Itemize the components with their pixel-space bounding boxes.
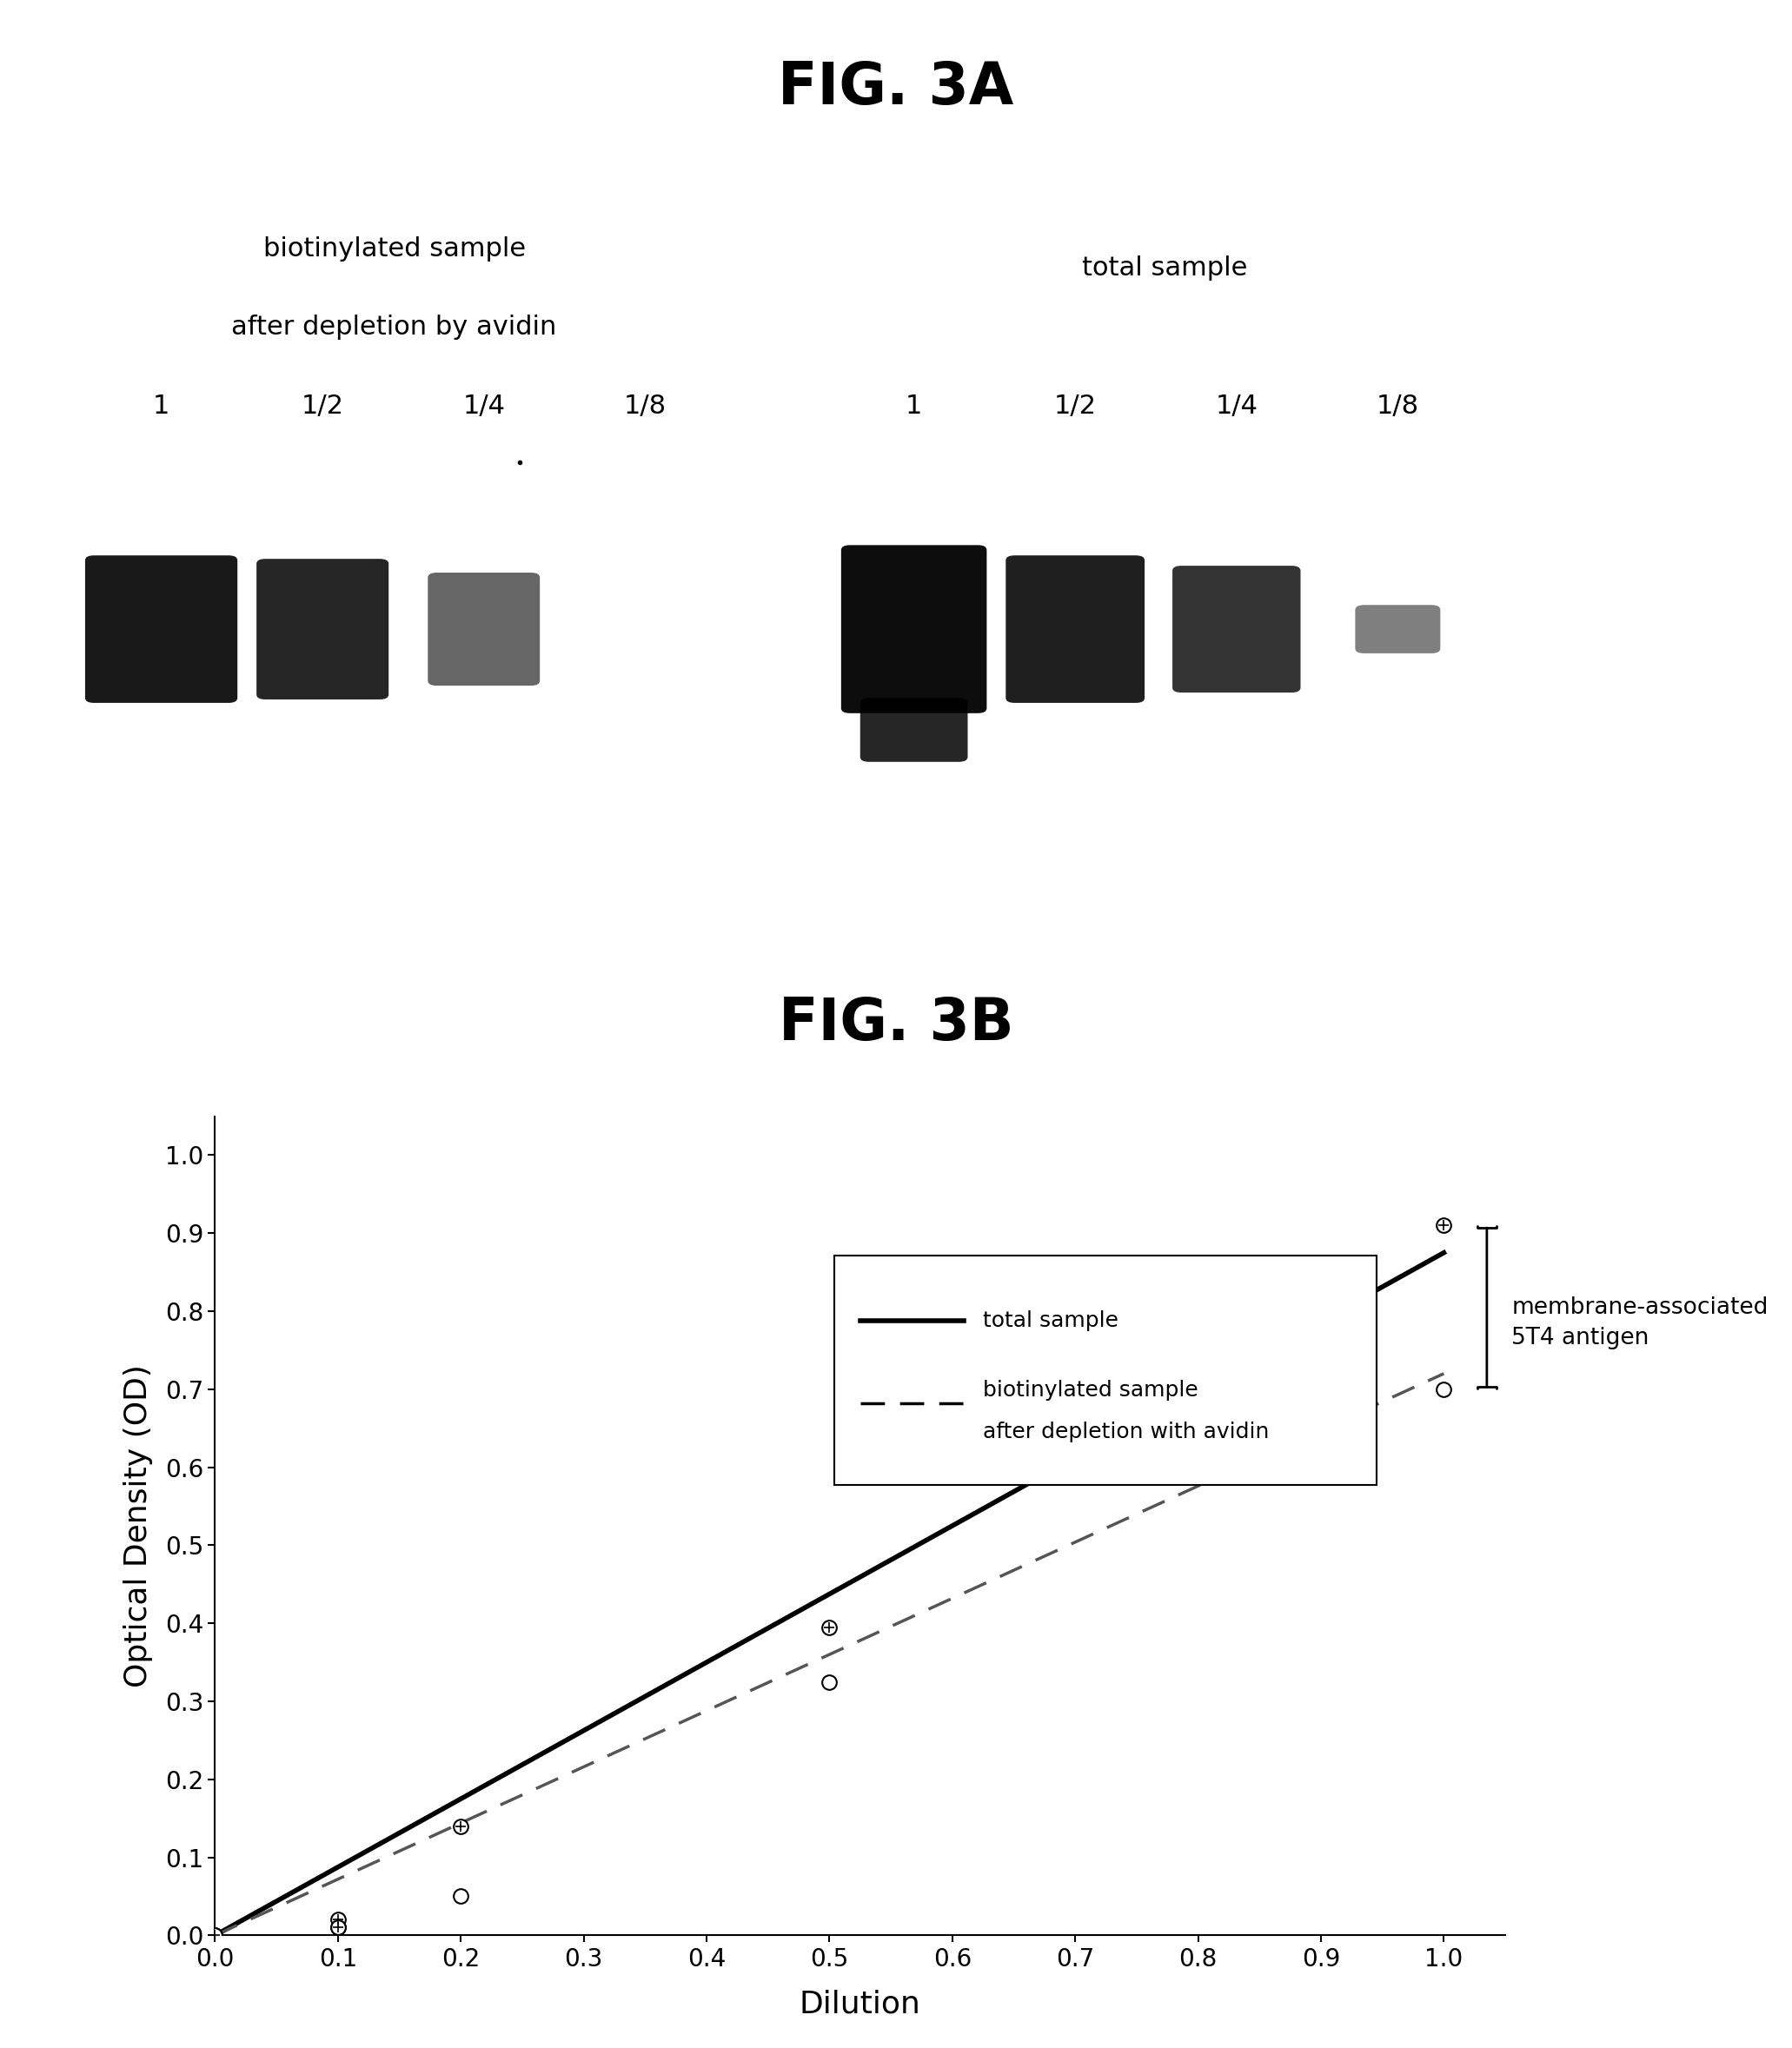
FancyBboxPatch shape: [835, 1255, 1376, 1485]
FancyBboxPatch shape: [428, 573, 539, 686]
Text: biotinylated sample: biotinylated sample: [263, 236, 525, 262]
Text: 1: 1: [152, 393, 170, 418]
Text: FIG. 3B: FIG. 3B: [778, 995, 1014, 1053]
Text: 1/2: 1/2: [301, 393, 344, 418]
FancyBboxPatch shape: [1172, 565, 1301, 692]
FancyBboxPatch shape: [1355, 604, 1441, 653]
Text: 1/4: 1/4: [1215, 393, 1258, 418]
FancyBboxPatch shape: [860, 698, 968, 762]
Text: after depletion by avidin: after depletion by avidin: [231, 315, 557, 340]
FancyBboxPatch shape: [256, 559, 389, 700]
Text: biotinylated sample: biotinylated sample: [982, 1380, 1199, 1401]
Text: membrane-associated: membrane-associated: [1511, 1296, 1769, 1319]
FancyBboxPatch shape: [1005, 555, 1145, 702]
Text: after depletion with avidin: after depletion with avidin: [982, 1421, 1269, 1442]
Y-axis label: Optical Density (OD): Optical Density (OD): [124, 1364, 152, 1688]
Text: 1/2: 1/2: [1054, 393, 1097, 418]
FancyBboxPatch shape: [86, 555, 237, 702]
Text: total sample: total sample: [982, 1311, 1118, 1331]
Text: 1: 1: [905, 393, 923, 418]
X-axis label: Dilution: Dilution: [799, 1989, 921, 2019]
Text: 5T4 antigen: 5T4 antigen: [1511, 1327, 1649, 1350]
Text: total sample: total sample: [1082, 256, 1247, 281]
Text: FIG. 3A: FIG. 3A: [778, 59, 1014, 117]
Text: 1/8: 1/8: [1376, 393, 1419, 418]
Text: 1/8: 1/8: [624, 393, 667, 418]
FancyBboxPatch shape: [840, 545, 987, 713]
Text: 1/4: 1/4: [462, 393, 505, 418]
